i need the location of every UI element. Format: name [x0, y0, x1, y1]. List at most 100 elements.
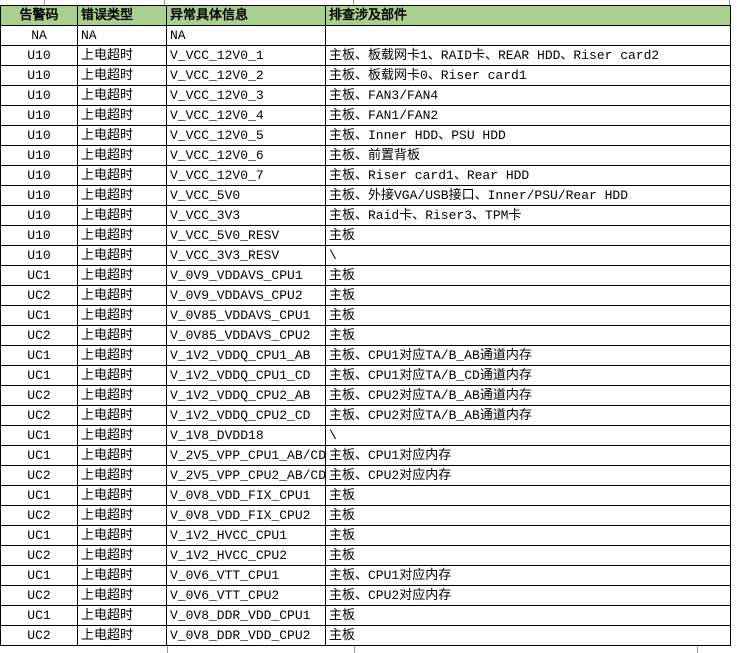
cell-detail-info: V_2V5_VPP_CPU2_AB/CD [166, 465, 326, 486]
table-row: UC2 上电超时 V_0V8_VDD_FIX_CPU2 主板 [0, 505, 731, 526]
cell-detail-info: V_1V2_HVCC_CPU1 [166, 525, 326, 546]
cell-detail-info: V_VCC_3V3_RESV [166, 245, 326, 266]
cell-components: 主板、CPU1对应内存 [325, 445, 731, 466]
cell-error-type: 上电超时 [77, 385, 167, 406]
col-header-detail-info: 异常具体信息 [166, 5, 326, 26]
cell-detail-info: V_1V8_DVDD18 [166, 425, 326, 446]
cell-error-type: 上电超时 [77, 445, 167, 466]
cell-detail-info: V_1V2_VDDQ_CPU1_CD [166, 365, 326, 386]
cell-detail-info: V_0V8_DDR_VDD_CPU1 [166, 605, 326, 626]
table-row: UC1 上电超时 V_1V2_HVCC_CPU1 主板 [0, 525, 731, 546]
cell-alarm-code: NA [0, 25, 78, 46]
cell-detail-info: V_VCC_5V0_RESV [166, 225, 326, 246]
cell-components: 主板 [325, 325, 731, 346]
cell-error-type: NA [77, 25, 167, 46]
cell-detail-info: NA [166, 25, 326, 46]
gridline-stub [44, 0, 45, 5]
cell-alarm-code: U10 [0, 245, 78, 266]
col-header-alarm-code: 告警码 [0, 5, 78, 26]
cell-alarm-code: UC2 [0, 405, 78, 426]
cell-detail-info: V_VCC_12V0_2 [166, 65, 326, 86]
cell-components: 主板、FAN1/FAN2 [325, 105, 731, 126]
col-header-components: 排查涉及部件 [325, 5, 731, 26]
cell-error-type: 上电超时 [77, 565, 167, 586]
cell-detail-info: V_VCC_12V0_4 [166, 105, 326, 126]
cell-error-type: 上电超时 [77, 485, 167, 506]
table-row: UC1 上电超时 V_0V6_VTT_CPU1 主板、CPU1对应内存 [0, 565, 731, 586]
cell-detail-info: V_2V5_VPP_CPU1_AB/CD [166, 445, 326, 466]
cell-components: 主板、CPU1对应TA/B_CD通道内存 [325, 365, 731, 386]
cell-alarm-code: U10 [0, 65, 78, 86]
cell-error-type: 上电超时 [77, 585, 167, 606]
cell-alarm-code: UC1 [0, 605, 78, 626]
table-row: U10 上电超时 V_VCC_3V3 主板、Raid卡、Riser3、TPM卡 [0, 205, 731, 226]
gridline-stub [167, 646, 168, 653]
gridline-stub [729, 0, 730, 5]
cell-error-type: 上电超时 [77, 45, 167, 66]
partial-row-above [0, 0, 730, 5]
cell-error-type: 上电超时 [77, 65, 167, 86]
cell-alarm-code: UC1 [0, 365, 78, 386]
cell-error-type: 上电超时 [77, 405, 167, 426]
table-row: U10 上电超时 V_VCC_12V0_7 主板、Riser card1、Rea… [0, 165, 731, 186]
cell-alarm-code: UC1 [0, 345, 78, 366]
cell-alarm-code: UC1 [0, 525, 78, 546]
cell-detail-info: V_0V8_VDD_FIX_CPU1 [166, 485, 326, 506]
cell-error-type: 上电超时 [77, 545, 167, 566]
cell-error-type: 上电超时 [77, 365, 167, 386]
cell-error-type: 上电超时 [77, 125, 167, 146]
table-row: U10 上电超时 V_VCC_12V0_1 主板、板载网卡1、RAID卡、REA… [0, 45, 731, 66]
cell-error-type: 上电超时 [77, 225, 167, 246]
cell-components: 主板、Raid卡、Riser3、TPM卡 [325, 205, 731, 226]
cell-alarm-code: UC2 [0, 385, 78, 406]
cell-alarm-code: U10 [0, 185, 78, 206]
cell-components: 主板 [325, 305, 731, 326]
cell-detail-info: V_1V2_VDDQ_CPU2_AB [166, 385, 326, 406]
table-row: UC1 上电超时 V_0V8_DDR_VDD_CPU1 主板 [0, 605, 731, 626]
cell-detail-info: V_0V6_VTT_CPU1 [166, 565, 326, 586]
cell-error-type: 上电超时 [77, 465, 167, 486]
cell-components: 主板、Riser card1、Rear HDD [325, 165, 731, 186]
cell-alarm-code: UC1 [0, 485, 78, 506]
cell-error-type: 上电超时 [77, 345, 167, 366]
cell-error-type: 上电超时 [77, 325, 167, 346]
cell-detail-info: V_VCC_12V0_7 [166, 165, 326, 186]
cell-detail-info: V_1V2_VDDQ_CPU1_AB [166, 345, 326, 366]
table-row: UC2 上电超时 V_0V9_VDDAVS_CPU2 主板 [0, 285, 731, 306]
cell-detail-info: V_VCC_12V0_3 [166, 85, 326, 106]
table-row: UC1 上电超时 V_1V2_VDDQ_CPU1_CD 主板、CPU1对应TA/… [0, 365, 731, 386]
cell-components: 主板、CPU2对应内存 [325, 465, 731, 486]
cell-error-type: 上电超时 [77, 105, 167, 126]
cell-detail-info: V_0V8_DDR_VDD_CPU2 [166, 625, 326, 646]
table-body: NA NA NA U10 上电超时 V_VCC_12V0_1 主板、板载网卡1、… [0, 25, 731, 646]
cell-components: 主板 [325, 225, 731, 246]
cell-detail-info: V_0V85_VDDAVS_CPU1 [166, 305, 326, 326]
cell-components [325, 25, 731, 46]
table-row: UC2 上电超时 V_1V2_VDDQ_CPU2_CD 主板、CPU2对应TA/… [0, 405, 731, 426]
gridline-stub [697, 646, 698, 653]
cell-alarm-code: UC2 [0, 545, 78, 566]
cell-detail-info: V_VCC_3V3 [166, 205, 326, 226]
cell-error-type: 上电超时 [77, 605, 167, 626]
table-row: UC1 上电超时 V_0V9_VDDAVS_CPU1 主板 [0, 265, 731, 286]
header-row: 告警码 错误类型 异常具体信息 排查涉及部件 [0, 5, 731, 26]
cell-alarm-code: UC1 [0, 265, 78, 286]
cell-detail-info: V_VCC_5V0 [166, 185, 326, 206]
cell-alarm-code: UC2 [0, 625, 78, 646]
cell-alarm-code: UC1 [0, 305, 78, 326]
cell-error-type: 上电超时 [77, 625, 167, 646]
table-row: UC2 上电超时 V_1V2_VDDQ_CPU2_AB 主板、CPU2对应TA/… [0, 385, 731, 406]
cell-alarm-code: UC2 [0, 585, 78, 606]
table-row: UC1 上电超时 V_0V8_VDD_FIX_CPU1 主板 [0, 485, 731, 506]
table-row: U10 上电超时 V_VCC_12V0_2 主板、板载网卡0、Riser car… [0, 65, 731, 86]
cell-components: 主板 [325, 485, 731, 506]
cell-alarm-code: UC2 [0, 325, 78, 346]
cell-alarm-code: UC2 [0, 285, 78, 306]
cell-error-type: 上电超时 [77, 85, 167, 106]
cell-error-type: 上电超时 [77, 525, 167, 546]
cell-components: 主板、Inner HDD、PSU HDD [325, 125, 731, 146]
table-row: UC2 上电超时 V_0V85_VDDAVS_CPU2 主板 [0, 325, 731, 346]
cell-error-type: 上电超时 [77, 245, 167, 266]
gridline-stub [354, 646, 355, 653]
cell-detail-info: V_0V9_VDDAVS_CPU2 [166, 285, 326, 306]
